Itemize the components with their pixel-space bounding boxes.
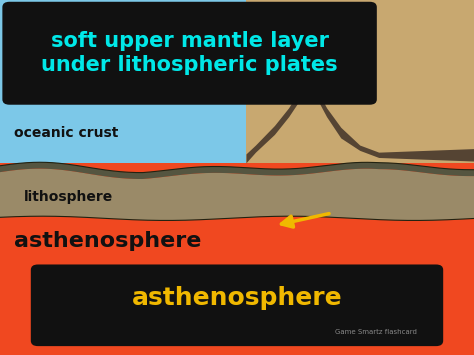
Bar xyxy=(0,0,474,163)
Text: asthenosphere: asthenosphere xyxy=(132,286,342,310)
Text: oceanic crust: oceanic crust xyxy=(14,126,118,140)
Bar xyxy=(246,0,474,163)
Text: soft upper mantle layer
under lithospheric plates: soft upper mantle layer under lithospher… xyxy=(41,31,338,75)
FancyBboxPatch shape xyxy=(31,264,443,346)
Polygon shape xyxy=(246,0,474,163)
Text: lithosphere: lithosphere xyxy=(24,190,113,204)
Polygon shape xyxy=(0,162,474,179)
Text: Game Smartz flashcard: Game Smartz flashcard xyxy=(335,329,417,335)
Polygon shape xyxy=(0,169,474,220)
Text: asthenosphere: asthenosphere xyxy=(14,231,201,251)
FancyBboxPatch shape xyxy=(2,2,377,105)
Polygon shape xyxy=(246,73,474,163)
